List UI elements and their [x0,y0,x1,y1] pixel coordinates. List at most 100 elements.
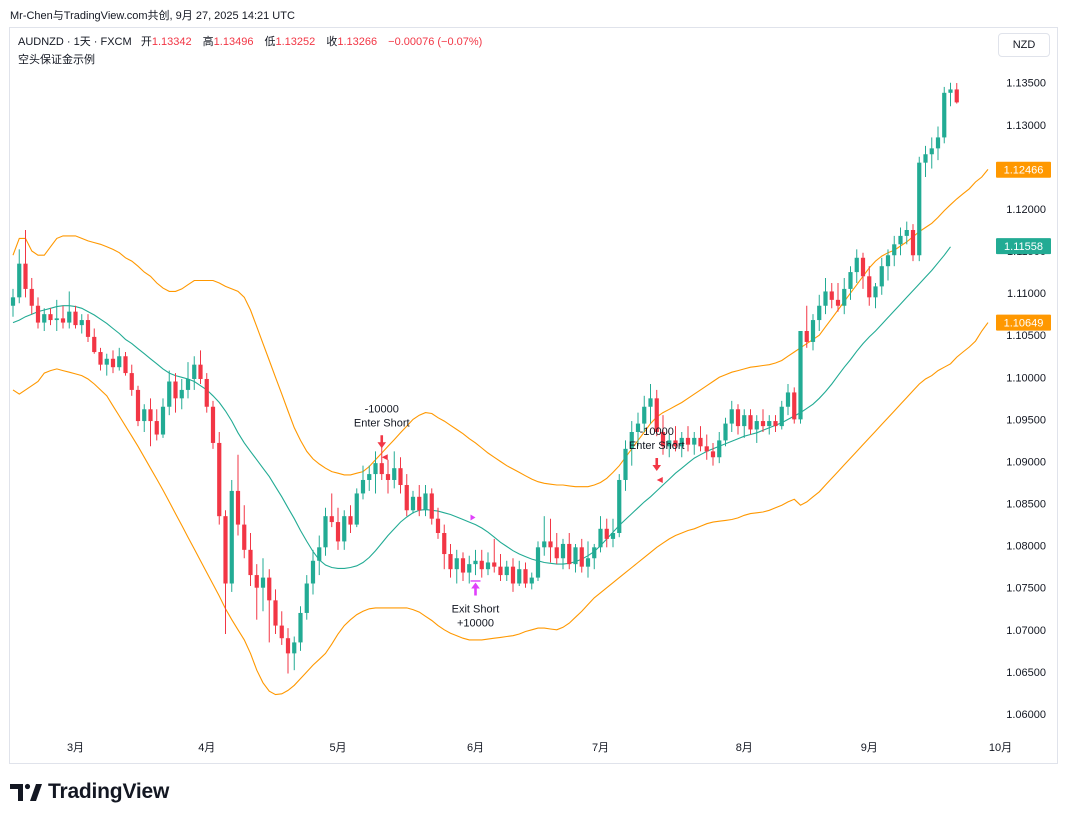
candle-down [73,305,78,329]
tradingview-logo[interactable]: TradingView [10,780,169,804]
trade-qty-label: +10000 [457,617,494,629]
candle-body [748,415,753,430]
candle-up [817,294,822,331]
exit-short-marker: Exit Short +10000 [452,514,500,629]
candle-down [385,459,391,494]
sell-arrow-icon [652,457,662,471]
fill-point-icon [470,514,476,521]
candle-body [123,356,128,374]
candle-up [185,362,191,399]
candle-down [404,474,409,517]
candle-down [198,350,203,385]
candle-body [173,381,178,399]
candle-body [454,558,459,570]
candle-body [285,638,291,654]
candle-up [729,400,734,432]
candle-down [773,415,778,432]
candle-body [567,543,572,565]
lower-band-line [12,322,989,696]
candle-body [423,493,428,511]
candle-body [848,272,853,289]
candle-body [367,474,372,480]
y-tick-label: 1.07000 [1006,625,1046,637]
candle-down [285,628,291,674]
candle-body [879,266,884,287]
candle-body [517,569,522,584]
candle-body [92,336,97,353]
candle-body [742,415,747,427]
candle-body [204,378,209,407]
candle-body [904,230,909,236]
candle-up [810,314,816,351]
price-label-text: 1.11558 [1004,241,1043,253]
candle-up [360,465,366,500]
x-tick-label: 6月 [467,742,484,754]
candle-body [292,642,297,654]
candle-down [267,569,272,643]
candle-down [735,404,741,435]
candle-up [467,555,472,584]
candle-down [792,387,797,424]
candle-up [373,451,378,494]
trade-action-label: Exit Short [452,603,500,615]
candle-down [442,524,447,570]
candle-body [273,600,278,626]
candle-down [760,409,766,432]
candle-down [273,589,278,634]
candle-body [23,263,28,289]
candle-up [723,417,728,447]
candle-body [779,406,784,427]
x-tick-label: 7月 [592,742,609,754]
candle-down [23,230,28,298]
candle-body [892,244,897,256]
candle-down [429,488,434,525]
candle-down [29,277,34,315]
price-label-box [996,238,1051,255]
candle-body [310,560,316,584]
candle-up [529,572,534,590]
candle-body [635,423,641,432]
candle-body [223,516,228,584]
symbol-title[interactable]: AUDNZD · 1天 · FXCM [18,36,132,48]
x-tick-label: 10月 [989,742,1012,754]
candle-up [392,451,397,489]
candle-up [342,510,347,550]
candle-down [523,562,528,588]
currency-button[interactable]: NZD [998,33,1050,57]
y-tick-label: 1.13000 [1006,120,1046,132]
candle-body [835,299,841,306]
candle-body [460,558,466,573]
candle-body [17,263,22,298]
candle-body [304,583,309,613]
price-label-text: 1.10649 [1004,318,1044,330]
y-tick-label: 1.06000 [1006,709,1046,721]
candle-body [785,392,791,407]
fill-point-icon [381,454,388,461]
candle-up [260,558,266,612]
candle-up [842,277,847,315]
candle-up [367,465,372,491]
candle-body [585,558,591,567]
candle-up [929,137,934,169]
candle-down [217,432,222,525]
candle-up [642,395,647,432]
candle-down [829,283,834,309]
y-tick-label: 1.08500 [1006,499,1046,511]
candle-up [310,549,316,595]
strategy-name[interactable]: 空头保证金示例 [18,54,95,66]
candle-body [435,518,441,533]
candle-up [535,541,541,581]
candle-body [542,541,547,548]
y-tick-label: 1.07500 [1006,583,1046,595]
open-value: 1.13342 [151,36,192,48]
candle-down [654,389,659,437]
candle-down [804,305,809,348]
candle-body [360,479,366,494]
low-label: 低 [264,36,276,48]
candle-down [417,485,422,517]
candle-down [554,533,559,565]
candle-body [154,421,159,435]
candle-body [235,490,241,525]
x-tick-label: 3月 [67,742,84,754]
